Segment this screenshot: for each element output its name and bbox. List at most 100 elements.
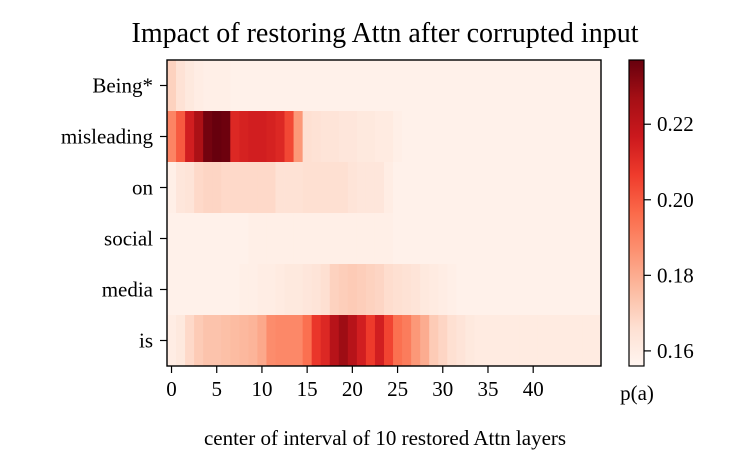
heatmap-cell — [374, 264, 385, 316]
heatmap-cell — [320, 162, 331, 214]
heatmap-cell — [573, 264, 584, 316]
heatmap-cell — [365, 60, 376, 112]
heatmap-cell — [221, 315, 231, 367]
heatmap-cell — [420, 315, 430, 367]
heatmap-cell — [537, 315, 548, 367]
heatmap-cell — [275, 60, 285, 112]
heatmap-cell — [420, 60, 430, 112]
heatmap-cell — [212, 264, 222, 316]
x-axis: 0 5 10 15 20 25 30 35 40 — [166, 366, 544, 401]
heatmap-cell — [474, 315, 484, 367]
heatmap-cell — [591, 162, 602, 214]
heatmap-cell — [465, 264, 475, 316]
heatmap-cell — [221, 162, 231, 214]
heatmap-cell — [302, 162, 313, 214]
heatmap-cell — [248, 60, 258, 112]
heatmap-cell — [266, 111, 276, 163]
x-tick-label: 40 — [523, 377, 544, 401]
x-axis-label: center of interval of 10 restored Attn l… — [204, 426, 566, 450]
heatmap-cell — [221, 264, 231, 316]
y-tick-label: Being* — [92, 74, 153, 98]
heatmap-cell — [465, 60, 475, 112]
colorbar-label: p(a) — [620, 381, 654, 405]
x-tick-label: 20 — [342, 377, 363, 401]
heatmap-cell — [438, 315, 448, 367]
heatmap-cell — [456, 111, 466, 163]
heatmap-cell — [230, 60, 240, 112]
heatmap-cell — [402, 315, 412, 367]
heatmap-cell — [474, 60, 484, 112]
heatmap-cell — [284, 213, 294, 265]
heatmap-cell — [365, 315, 376, 367]
heatmap-cell — [591, 315, 602, 367]
heatmap-cell — [438, 111, 448, 163]
x-tick-label: 5 — [211, 377, 222, 401]
y-tick-label: media — [102, 278, 154, 302]
heatmap-cell — [402, 111, 412, 163]
heatmap-cell — [483, 315, 493, 367]
heatmap-cell — [194, 315, 204, 367]
heatmap-cell — [393, 315, 403, 367]
heatmap-cell — [564, 315, 575, 367]
heatmap-cell — [591, 264, 602, 316]
heatmap-cell — [447, 264, 457, 316]
heatmap-cell — [528, 162, 539, 214]
colorbar-ticks: 0.16 0.18 0.20 0.22 — [644, 112, 694, 363]
heatmap-cell — [546, 315, 557, 367]
heatmap-cell — [591, 60, 602, 112]
heatmap-cell — [221, 213, 231, 265]
heatmap-cell — [402, 162, 412, 214]
y-tick-label: misleading — [61, 125, 154, 149]
heatmap-cell — [320, 111, 331, 163]
heatmap-cell — [194, 213, 204, 265]
heatmap-cell — [284, 162, 294, 214]
heatmap-cell — [384, 111, 394, 163]
heatmap-cell — [447, 111, 457, 163]
heatmap-cell — [212, 213, 222, 265]
y-axis: Being* misleading on social media is — [61, 74, 167, 353]
heatmap-cell — [582, 315, 593, 367]
heatmap-cell — [329, 264, 340, 316]
heatmap-cells — [167, 60, 602, 367]
heatmap-cell — [374, 60, 385, 112]
heatmap-cell — [519, 162, 530, 214]
heatmap-cell — [438, 264, 448, 316]
heatmap-cell — [456, 264, 466, 316]
heatmap-cell — [501, 264, 511, 316]
heatmap-cell — [555, 315, 566, 367]
heatmap-cell — [257, 264, 267, 316]
plot-frame — [166, 59, 602, 367]
colorbar — [628, 59, 645, 367]
heatmap-cell — [384, 315, 394, 367]
y-tick-label: on — [132, 176, 154, 200]
heatmap-cell — [411, 111, 421, 163]
heatmap-cell — [438, 213, 448, 265]
heatmap-cell — [176, 315, 186, 367]
heatmap-cell — [293, 264, 304, 316]
heatmap-cell — [185, 213, 195, 265]
heatmap-cell — [212, 315, 222, 367]
heatmap-cell — [537, 264, 548, 316]
heatmap-cell — [338, 60, 349, 112]
heatmap-cell — [329, 162, 340, 214]
heatmap-cell — [257, 111, 267, 163]
heatmap-cell — [239, 60, 249, 112]
heatmap-cell — [384, 60, 394, 112]
heatmap-cell — [194, 264, 204, 316]
heatmap-cell — [203, 162, 213, 214]
heatmap-cell — [447, 162, 457, 214]
heatmap-cell — [393, 213, 403, 265]
heatmap-cell — [564, 213, 575, 265]
heatmap-cell — [546, 162, 557, 214]
heatmap-cell — [510, 111, 521, 163]
heatmap-cell — [203, 60, 213, 112]
heatmap-cell — [474, 162, 484, 214]
heatmap-cell — [185, 60, 195, 112]
heatmap-cell — [519, 60, 530, 112]
heatmap-cell — [167, 315, 177, 367]
heatmap-cell — [248, 315, 258, 367]
heatmap-cell — [555, 213, 566, 265]
heatmap-cell — [239, 162, 249, 214]
heatmap-cell — [411, 162, 421, 214]
heatmap-cell — [230, 315, 240, 367]
